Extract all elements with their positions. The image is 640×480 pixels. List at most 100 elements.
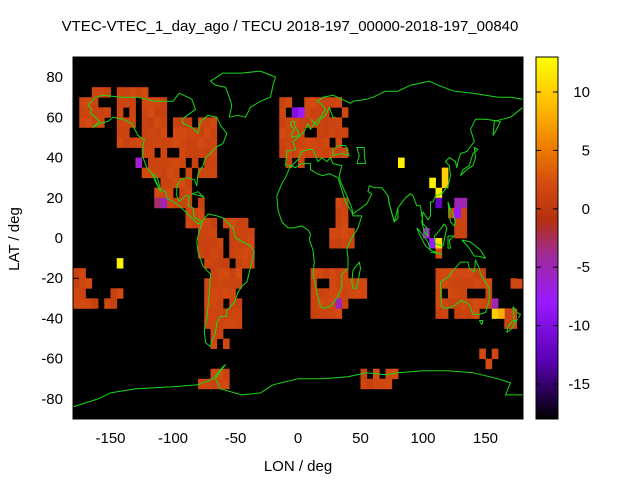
heatmap-cell [91,97,99,108]
heatmap-cells [73,87,524,390]
heatmap-cell [204,167,211,179]
heatmap-cell [454,227,461,239]
heatmap-cell [341,107,349,118]
heatmap-cell [191,127,199,138]
heatmap-cell [235,278,243,289]
heatmap-cell [129,137,136,148]
heatmap-cell [310,97,318,108]
heatmap-cell [210,288,218,299]
coastline [447,235,455,249]
heatmap-cell [304,147,311,158]
heatmap-cell [104,298,111,309]
heatmap-cell [304,97,311,108]
heatmap-cell [316,137,324,148]
heatmap-cell [335,238,343,249]
heatmap-cell [191,207,199,219]
heatmap-cell [335,127,343,138]
heatmap-cell [485,358,493,370]
heatmap-cell [79,288,86,299]
coastline [440,259,490,315]
heatmap-cell [223,338,230,350]
heatmap-cell [204,137,211,148]
coastline-layer [72,70,524,408]
heatmap-cell [235,258,243,269]
heatmap-cell [191,137,199,148]
heatmap-cell [223,278,230,289]
heatmap-cell [341,238,349,249]
heatmap-cell [204,278,211,289]
heatmap-cell [448,207,455,219]
heatmap-cell [173,177,180,189]
heatmap-cell [210,147,218,158]
heatmap-cell [329,238,336,249]
heatmap-cell [310,288,318,299]
x-tick-label: -100 [158,430,188,447]
coastline [433,223,448,247]
heatmap-cell [98,107,105,118]
heatmap-cell [323,97,330,108]
heatmap-cell [435,197,443,209]
heatmap-cell [341,268,349,279]
heatmap-cell [310,137,318,148]
heatmap-cell [85,298,93,309]
heatmap-cell [198,238,205,249]
heatmap-cell [441,278,449,289]
heatmap-cell [491,298,499,309]
coastline [512,306,521,321]
heatmap-cell [79,107,86,118]
heatmap-cell [229,318,236,329]
heatmap-cell [141,87,149,98]
coastline [191,191,205,199]
heatmap-cell [210,157,218,169]
heatmap-cell [435,298,443,309]
heatmap-cell [191,157,199,169]
heatmap-cell [204,378,211,390]
heatmap-cell [116,137,124,148]
heatmap-cell [73,268,80,279]
heatmap-cell [91,117,99,128]
heatmap-cell [235,298,243,309]
heatmap-cell [323,117,330,128]
heatmap-cell [223,258,230,269]
heatmap-cell [323,137,330,148]
coastline [356,147,366,165]
heatmap-cell [73,278,80,289]
heatmap-cell [185,167,193,179]
heatmap-cell [123,127,130,138]
heatmap-cell [291,127,299,138]
heatmap-cell [460,217,468,229]
heatmap-cell [198,207,205,219]
y-axis-ticks: -80 -60 -40 -20 0 20 40 60 80 [41,69,523,408]
coastline [196,213,255,348]
heatmap-cell [223,378,230,390]
heatmap-cell [341,217,349,229]
heatmap-cell [310,268,318,279]
heatmap-cell [229,248,236,259]
x-axis-ticks: -150 -100 -50 0 50 100 150 [95,57,498,447]
heatmap-cell [173,137,180,148]
heatmap-cell [210,137,218,148]
heatmap-cell [129,87,136,98]
heatmap-cell [235,268,243,279]
heatmap-cell [216,378,224,390]
coastline [332,145,350,156]
heatmap-cell [366,378,374,390]
heatmap-cell [73,288,80,299]
heatmap-cell [204,217,211,229]
heatmap-cell [454,278,461,289]
y-tick-label: -80 [41,391,63,408]
heatmap-cell [179,187,186,199]
heatmap-cell [179,127,186,138]
y-tick-label: 0 [55,230,63,247]
heatmap-cell [310,298,318,309]
heatmap-cell [216,268,224,279]
heatmap-cell [191,147,199,158]
heatmap-cell [210,217,218,229]
heatmap-cell [479,298,486,309]
heatmap-cell [448,278,455,289]
heatmap-cell [85,117,93,128]
heatmap-cell [279,107,286,118]
heatmap-cell [173,197,180,209]
heatmap-cell [148,137,155,148]
heatmap-cell [360,278,368,289]
